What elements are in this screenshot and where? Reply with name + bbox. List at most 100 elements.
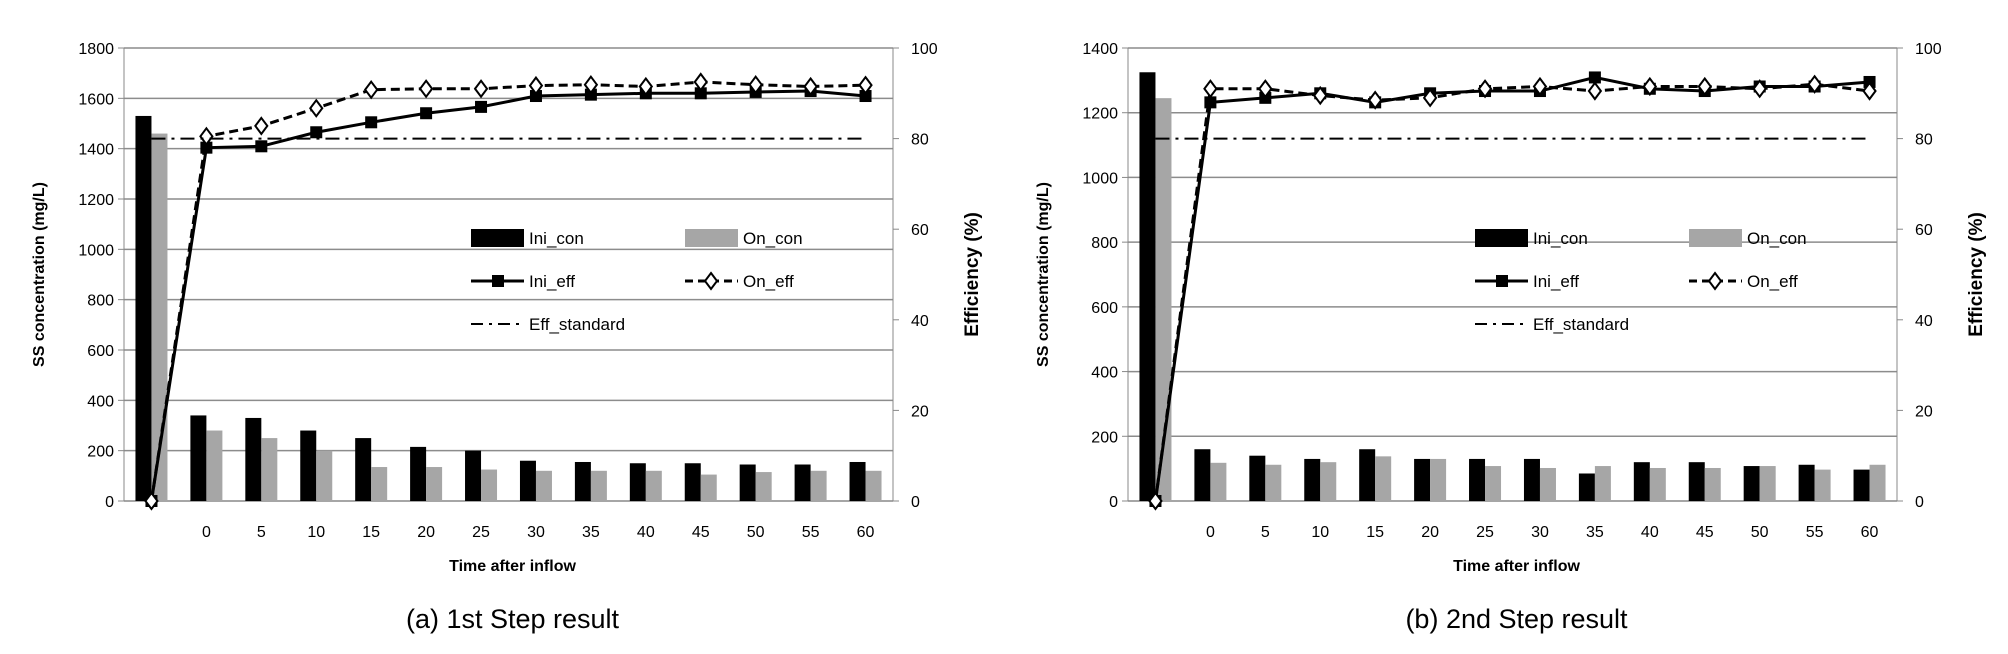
bar-on-con bbox=[316, 450, 333, 501]
y2-tick-label: 100 bbox=[1915, 41, 1942, 58]
marker-on-eff bbox=[144, 491, 159, 511]
x-tick-label: 5 bbox=[257, 524, 266, 541]
x-tick-label: 30 bbox=[527, 524, 545, 541]
marker-on-eff bbox=[1752, 79, 1767, 99]
x-tick-label: 50 bbox=[747, 524, 765, 541]
marker-on-eff bbox=[1367, 90, 1383, 110]
x-tick-label: 0 bbox=[202, 524, 211, 541]
y-tick-label: 1200 bbox=[1082, 106, 1118, 123]
marker-on-eff bbox=[254, 116, 269, 136]
marker-on-eff bbox=[199, 126, 214, 147]
bar-ini-con bbox=[684, 463, 701, 501]
bar-ini-con bbox=[410, 446, 427, 501]
y-tick-label: 800 bbox=[1091, 235, 1118, 252]
y-tick-label: 200 bbox=[87, 444, 114, 461]
legend: Ini_con On_con Ini_eff On_eff Eff_standard bbox=[1475, 229, 1807, 334]
x-axis-title: Time after inflow bbox=[1453, 558, 1580, 575]
x-tick-label: 60 bbox=[1861, 524, 1879, 541]
marker-on-eff bbox=[748, 75, 763, 95]
marker-on-eff bbox=[638, 76, 654, 97]
legend: Ini_con On_con Ini_eff On_eff Eff_standard bbox=[471, 229, 803, 334]
x-tick-label: 35 bbox=[1586, 524, 1604, 541]
bar-ini-con bbox=[739, 464, 756, 501]
bar-on-con bbox=[1759, 466, 1776, 501]
x-tick-label: 45 bbox=[1696, 524, 1714, 541]
y-tick-label: 800 bbox=[87, 293, 114, 310]
y-tick-label: 1400 bbox=[1082, 41, 1118, 58]
x-tick-label: 30 bbox=[1531, 524, 1549, 541]
x-tick-label: 55 bbox=[1806, 524, 1824, 541]
bar-ini-con bbox=[355, 438, 372, 501]
y2-tick-label: 0 bbox=[911, 494, 920, 511]
legend-marker-on-eff bbox=[1707, 271, 1723, 291]
bar-ini-con bbox=[300, 430, 317, 501]
bar-ini-con bbox=[1469, 458, 1486, 501]
marker-on-eff bbox=[858, 75, 873, 95]
bar-on-con bbox=[755, 472, 772, 501]
x-tick-label: 0 bbox=[1206, 524, 1215, 541]
y-tick-label: 1200 bbox=[78, 192, 114, 209]
bar-on-con bbox=[1704, 467, 1721, 501]
bar-ini-con bbox=[1578, 473, 1595, 501]
x-tick-label: 15 bbox=[362, 524, 380, 541]
y2-tick-label: 100 bbox=[911, 41, 938, 58]
marker-on-eff bbox=[693, 72, 708, 92]
bar-ini-con bbox=[1249, 455, 1266, 501]
chart-caption: (a) 1st Step result bbox=[406, 604, 620, 634]
x-tick-label: 25 bbox=[472, 524, 490, 541]
marker-on-eff bbox=[473, 79, 489, 99]
chart-caption: (b) 2nd Step result bbox=[1405, 604, 1628, 634]
x-tick-label: 35 bbox=[582, 524, 600, 541]
y2-tick-label: 60 bbox=[1915, 222, 1933, 239]
bar-on-con bbox=[590, 470, 607, 501]
y-tick-label: 600 bbox=[1091, 300, 1118, 317]
x-tick-label: 45 bbox=[692, 524, 710, 541]
y-tick-label: 1000 bbox=[1082, 170, 1118, 187]
bar-on-con bbox=[535, 470, 552, 501]
bar-on-con bbox=[1814, 469, 1831, 501]
marker-on-eff bbox=[1477, 79, 1493, 99]
bar-on-con bbox=[371, 467, 388, 501]
bar-ini-con bbox=[1194, 449, 1211, 501]
bar-on-con bbox=[1210, 462, 1227, 501]
bar-ini-con bbox=[519, 460, 536, 501]
marker-on-eff bbox=[1807, 74, 1822, 94]
x-tick-label: 55 bbox=[802, 524, 820, 541]
marker-on-eff bbox=[1642, 76, 1658, 97]
bar-on-con bbox=[261, 438, 278, 501]
marker-on-eff bbox=[803, 76, 818, 97]
y2-tick-label: 80 bbox=[911, 132, 929, 149]
y-tick-label: 400 bbox=[1091, 365, 1118, 382]
line-on-eff bbox=[1153, 82, 1870, 502]
bar-ini-con bbox=[1688, 462, 1705, 501]
y2-tick-label: 0 bbox=[1915, 494, 1924, 511]
marker-ini-eff bbox=[475, 100, 488, 113]
legend-label-on-eff: On_eff bbox=[1747, 272, 1798, 291]
marker-ini-eff bbox=[1588, 71, 1601, 84]
marker-on-eff bbox=[1697, 76, 1712, 97]
bar-ini-con bbox=[1359, 449, 1376, 501]
bar-ini-con bbox=[1633, 462, 1650, 501]
bar-ini-con bbox=[135, 115, 152, 501]
y-tick-label: 1600 bbox=[78, 91, 114, 108]
marker-on-eff bbox=[1148, 491, 1163, 511]
bar-on-con bbox=[151, 133, 168, 502]
bar-ini-con bbox=[1798, 464, 1815, 501]
bar-ini-con bbox=[1743, 466, 1760, 501]
legend-marker-ini-eff bbox=[1496, 275, 1508, 287]
marker-on-eff bbox=[1422, 88, 1438, 108]
legend-label-ini-eff: Ini_eff bbox=[529, 272, 575, 291]
y-tick-label: 0 bbox=[1109, 494, 1118, 511]
y-tick-label: 200 bbox=[1091, 429, 1118, 446]
marker-ini-eff bbox=[420, 107, 433, 120]
marker-ini-eff bbox=[694, 87, 707, 100]
bar-ini-con bbox=[1853, 469, 1870, 501]
legend-label-ini-eff: Ini_eff bbox=[1533, 272, 1579, 291]
marker-on-eff bbox=[528, 75, 544, 96]
x-tick-label: 25 bbox=[1476, 524, 1494, 541]
legend-label-eff-standard: Eff_standard bbox=[529, 315, 625, 334]
x-axis-title: Time after inflow bbox=[449, 558, 576, 575]
y-tick-label: 0 bbox=[105, 494, 114, 511]
chart-a: 0200400600800100012001400160018000204060… bbox=[31, 41, 983, 634]
